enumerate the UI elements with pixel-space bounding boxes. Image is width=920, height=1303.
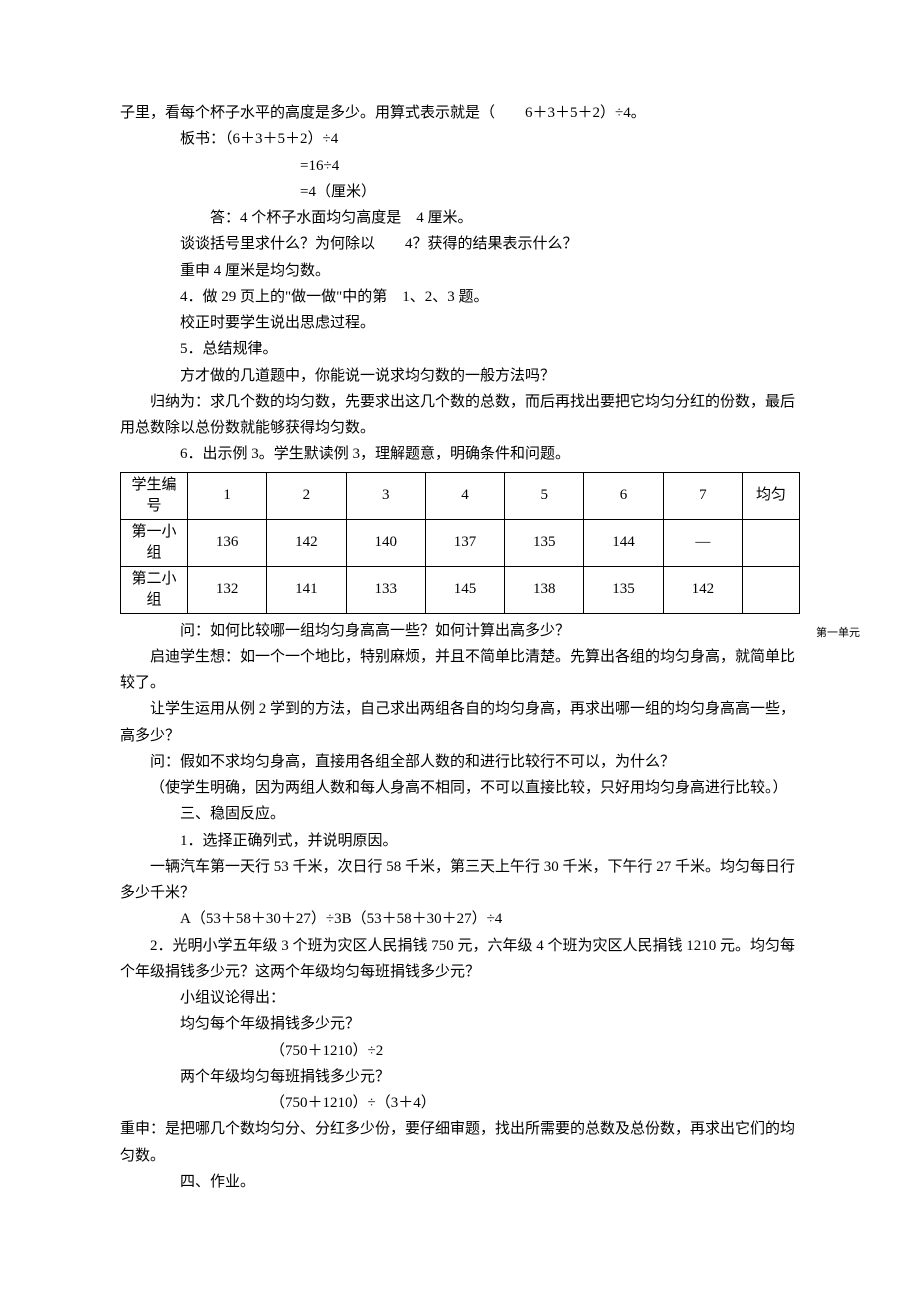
table-cell: 142 <box>663 566 742 613</box>
paragraph: 启迪学生想：如一个一个地比，特别麻烦，并且不简单比清楚。先算出各组的均匀身高，就… <box>120 644 800 697</box>
paragraph: 子里，看每个杯子水平的高度是多少。用算式表示就是（ 6＋3＋5＋2）÷4。 <box>120 100 800 126</box>
table-cell: 132 <box>188 566 267 613</box>
data-table: 学生编号 1 2 3 4 5 6 7 均匀 第一小组 136 142 140 1… <box>120 472 800 614</box>
equation-line: （750＋1210）÷（3＋4） <box>120 1090 800 1116</box>
table-cell: 133 <box>346 566 425 613</box>
line-with-sidenote: 问：如何比较哪一组均匀身高高一些？如何计算出高多少？ 第一单元 <box>120 618 800 644</box>
paragraph: （使学生明确，因为两组人数和每人身高不相同，不可以直接比较，只好用均匀身高进行比… <box>120 775 800 801</box>
table-cell: 136 <box>188 519 267 566</box>
paragraph: 方才做的几道题中，你能说一说求均匀数的一般方法吗？ <box>120 363 800 389</box>
header-cell: 1 <box>188 472 267 519</box>
answer-line: 答：4 个杯子水面均匀高度是 4 厘米。 <box>120 205 800 231</box>
row-label: 第二小组 <box>121 566 188 613</box>
table-cell: 141 <box>267 566 346 613</box>
list-item: 4．做 29 页上的"做一做"中的第 1、2、3 题。 <box>120 284 800 310</box>
table-cell: 135 <box>505 519 584 566</box>
list-item: 2．光明小学五年级 3 个班为灾区人民捐钱 750 元，六年级 4 个班为灾区人… <box>120 933 800 986</box>
header-cell: 3 <box>346 472 425 519</box>
table-header-row: 学生编号 1 2 3 4 5 6 7 均匀 <box>121 472 800 519</box>
paragraph: 一辆汽车第一天行 53 千米，次日行 58 千米，第三天上午行 30 千米，下午… <box>120 854 800 907</box>
paragraph: 归纳为：求几个数的均匀数，先要求出这几个数的总数，而后再找出要把它均匀分红的份数… <box>120 389 800 442</box>
text: 2．光明小学五年级 3 个班为灾区人民捐钱 750 元，六年级 4 个班为灾区人… <box>120 938 795 980</box>
paragraph: 两个年级均匀每班捐钱多少元？ <box>120 1064 800 1090</box>
paragraph: 重申 4 厘米是均匀数。 <box>120 258 800 284</box>
text: 归纳为：求几个数的均匀数，先要求出这几个数的总数，而后再找出要把它均匀分红的份数… <box>120 394 795 436</box>
section-heading: 三、稳固反应。 <box>120 801 800 827</box>
table-row: 第一小组 136 142 140 137 135 144 — <box>121 519 800 566</box>
equation-line: =4（厘米） <box>120 179 800 205</box>
paragraph: 问：假如不求均匀身高，直接用各组全部人数的和进行比较行不可以，为什么？ <box>120 749 800 775</box>
table-row: 第二小组 132 141 133 145 138 135 142 <box>121 566 800 613</box>
paragraph: 均匀每个年级捐钱多少元？ <box>120 1011 800 1037</box>
text: 一辆汽车第一天行 53 千米，次日行 58 千米，第三天上午行 30 千米，下午… <box>120 859 795 901</box>
margin-note: 第一单元 <box>816 624 860 643</box>
list-item: 1．选择正确列式，并说明原因。 <box>120 828 800 854</box>
table-cell: 138 <box>505 566 584 613</box>
paragraph: 小组议论得出： <box>120 985 800 1011</box>
text: 让学生运用从例 2 学到的方法，自己求出两组各自的均匀身高，再求出哪一组的均匀身… <box>120 701 795 743</box>
table-cell: 137 <box>425 519 504 566</box>
header-cell: 均匀 <box>743 472 800 519</box>
text: 问：假如不求均匀身高，直接用各组全部人数的和进行比较行不可以，为什么？ <box>150 754 675 770</box>
section-heading: 四、作业。 <box>120 1169 800 1195</box>
table-cell: 135 <box>584 566 663 613</box>
equation-line: 板书：（6＋3＋5＋2）÷4 <box>120 126 800 152</box>
text: 启迪学生想：如一个一个地比，特别麻烦，并且不简单比清楚。先算出各组的均匀身高，就… <box>120 649 795 691</box>
header-cell: 7 <box>663 472 742 519</box>
list-item: 5．总结规律。 <box>120 336 800 362</box>
document-body: 子里，看每个杯子水平的高度是多少。用算式表示就是（ 6＋3＋5＋2）÷4。 板书… <box>120 100 800 1195</box>
paragraph: 谈谈括号里求什么？为何除以 4？获得的结果表示什么？ <box>120 231 800 257</box>
header-cell: 5 <box>505 472 584 519</box>
text: （使学生明确，因为两组人数和每人身高不相同，不可以直接比较，只好用均匀身高进行比… <box>150 780 788 796</box>
equation-line: =16÷4 <box>120 153 800 179</box>
table-cell: 140 <box>346 519 425 566</box>
header-cell: 学生编号 <box>121 472 188 519</box>
header-cell: 4 <box>425 472 504 519</box>
row-label: 第一小组 <box>121 519 188 566</box>
paragraph: 重申：是把哪几个数均匀分、分红多少份，要仔细审题，找出所需要的总数及总份数，再求… <box>120 1116 800 1169</box>
options-line: A（53＋58＋30＋27）÷3B（53＋58＋30＋27）÷4 <box>120 906 800 932</box>
header-cell: 6 <box>584 472 663 519</box>
header-cell: 2 <box>267 472 346 519</box>
table-cell: 144 <box>584 519 663 566</box>
table-cell: 145 <box>425 566 504 613</box>
paragraph: 校正时要学生说出思虑过程。 <box>120 310 800 336</box>
equation-line: （750＋1210）÷2 <box>120 1038 800 1064</box>
table-cell: — <box>663 519 742 566</box>
table-cell <box>743 566 800 613</box>
list-item: 6．出示例 3。学生默读例 3，理解题意，明确条件和问题。 <box>120 441 800 467</box>
paragraph: 问：如何比较哪一组均匀身高高一些？如何计算出高多少？ <box>120 618 800 644</box>
table-cell <box>743 519 800 566</box>
table-cell: 142 <box>267 519 346 566</box>
paragraph: 让学生运用从例 2 学到的方法，自己求出两组各自的均匀身高，再求出哪一组的均匀身… <box>120 696 800 749</box>
